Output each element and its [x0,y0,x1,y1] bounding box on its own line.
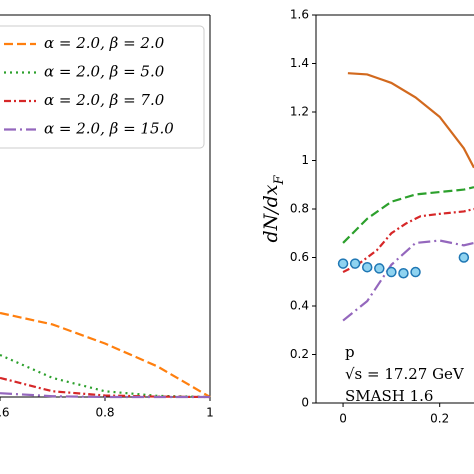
data-point [374,263,385,274]
legend-label: α = 2.0, β = 15.0 [44,120,174,138]
y-tick-label: 1.4 [290,56,309,70]
series-line [347,72,474,169]
y-axis-label: dN/dxF [260,174,287,242]
series-line [0,376,211,399]
y-tick-label: 1.2 [290,105,309,119]
x-tick-label: 0.8 [95,406,114,420]
x-tick-label: 0.6 [0,406,10,420]
y-tick-label: 0.8 [290,202,309,216]
series-line [0,392,210,399]
series-line [342,207,474,274]
annotation: SMASH 1.6 [345,387,433,405]
legend-label: α = 2.0, β = 2.0 [44,34,165,52]
data-point [361,261,373,273]
data-point [337,258,349,269]
series-line [342,186,474,244]
series-line [0,311,211,398]
legend-label: α = 2.0, β = 5.0 [44,63,165,81]
legend-box [0,25,205,149]
data-point [410,266,421,278]
y-tick-label: 0 [301,396,309,410]
legend-label: α = 2.0, β = 7.0 [44,91,165,109]
series-line [342,239,474,322]
y-tick-label: 0.4 [290,299,309,313]
data-point [386,266,397,278]
y-tick-label: 1 [301,153,309,167]
x-tick-label: 0 [339,412,347,426]
x-tick-label: 1 [206,406,214,420]
data-point [398,268,409,279]
annotation: p [345,343,355,361]
x-tick-label: 0.2 [430,412,449,426]
y-tick-label: 0.6 [290,250,309,264]
data-point [349,258,361,269]
y-tick-label: 0.2 [290,347,309,361]
data-point [458,252,470,263]
y-tick-label: 1.6 [290,8,309,22]
y-axis-label-main: dN/dx [260,184,282,242]
series-line [0,353,211,399]
annotation: √s = 17.27 GeV [345,365,465,383]
y-axis-label-sub: F [272,174,287,185]
